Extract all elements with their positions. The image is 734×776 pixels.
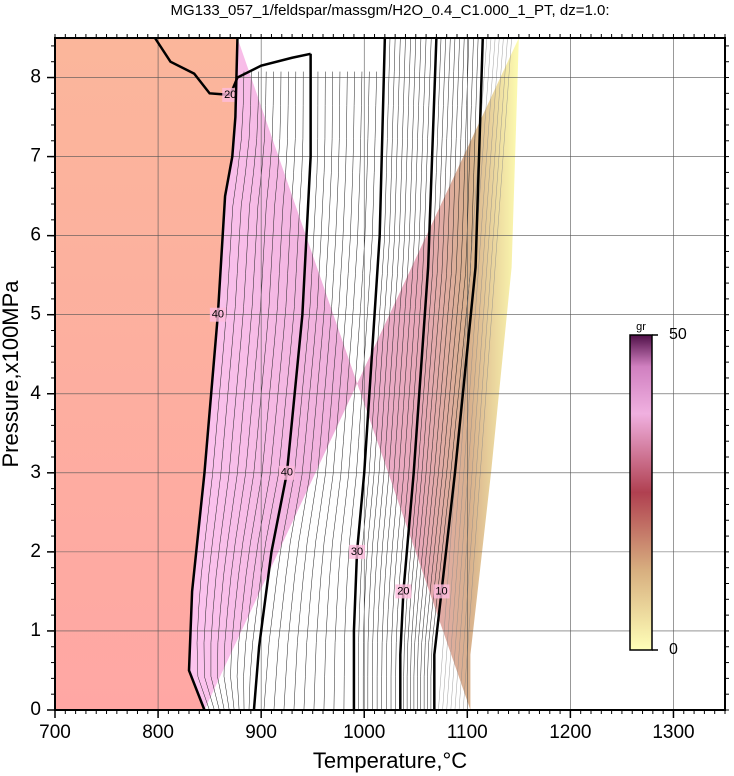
x-tick-label: 1300 — [652, 722, 694, 743]
thin-contour — [230, 71, 282, 711]
thin-contour — [442, 37, 492, 711]
fill-region — [55, 38, 238, 710]
y-tick-label: 7 — [30, 146, 41, 167]
y-tick-label: 2 — [30, 541, 41, 562]
contour-label: 20 — [397, 585, 409, 597]
thin-contour — [390, 37, 427, 710]
x-tick-label: 800 — [142, 722, 174, 743]
contour-label-bg — [278, 465, 295, 480]
thin-contour — [333, 71, 370, 711]
thin-contour — [196, 71, 245, 711]
contour-label-bg — [349, 544, 366, 559]
contour-line — [399, 37, 438, 710]
thin-contour — [423, 37, 470, 710]
thin-contour — [323, 71, 363, 711]
thin-contour — [263, 71, 319, 711]
contour-label: 30 — [351, 546, 363, 558]
x-tick-label: 1100 — [447, 722, 488, 743]
contour-line — [352, 37, 387, 710]
thin-contour — [454, 37, 504, 711]
thin-contour — [203, 71, 252, 711]
thin-contour — [381, 37, 417, 710]
y-tick-label: 5 — [30, 304, 41, 325]
thin-contour — [446, 37, 496, 711]
thin-contour — [243, 71, 297, 711]
y-tick-label: 1 — [30, 620, 41, 641]
contour-label-bg — [209, 307, 226, 322]
contour-label: 40 — [212, 309, 224, 321]
thin-contour — [236, 71, 289, 711]
thin-contour — [283, 71, 333, 711]
plot-area: 20 40 40 30 20 10 — [54, 37, 725, 711]
x-tick-label: 1200 — [549, 722, 591, 743]
thin-contour — [413, 37, 456, 710]
thin-contour — [376, 37, 411, 710]
thin-contour — [358, 37, 391, 710]
thin-contour — [462, 37, 512, 711]
thin-contour — [248, 71, 304, 711]
contour-label-bg — [222, 87, 239, 102]
thin-contour — [427, 37, 474, 710]
thin-contour — [273, 71, 326, 711]
plot-frame — [54, 37, 726, 711]
y-tick-label: 3 — [30, 462, 41, 483]
colorbar-tick-label: 50 — [669, 326, 687, 343]
thin-contour — [293, 71, 341, 711]
thin-contour — [303, 71, 348, 711]
chart-title: MG133_057_1/feldspar/massgm/H2O_0.4_C1.0… — [170, 2, 609, 19]
y-tick-label: 8 — [30, 67, 41, 88]
y-tick-label: 0 — [30, 699, 41, 720]
contour-label-bg — [395, 584, 412, 599]
thin-contour — [372, 37, 406, 710]
colorbar — [629, 334, 653, 651]
contour-label: 10 — [435, 585, 447, 597]
y-axis-label: Pressure,x100MPa — [0, 280, 23, 468]
thin-contour — [367, 37, 401, 710]
x-axis-label: Temperature,°C — [313, 748, 467, 773]
contour-label-bg — [433, 584, 450, 599]
thin-contour — [223, 71, 274, 711]
contour-line — [433, 37, 485, 710]
thin-contour — [362, 37, 396, 710]
thin-contour — [386, 37, 422, 710]
thin-contour — [410, 37, 451, 710]
thin-contour — [343, 71, 377, 711]
thin-contour — [420, 37, 465, 710]
thin-contour — [313, 71, 355, 711]
colorbar-label: gr — [636, 321, 646, 333]
contour-label: 20 — [224, 89, 236, 101]
colorbar-tick-label: 0 — [669, 641, 678, 658]
thin-contour — [450, 37, 500, 711]
x-tick-label: 900 — [245, 722, 277, 743]
x-tick-label: 1000 — [343, 722, 385, 743]
y-tick-label: 4 — [30, 383, 41, 404]
thin-contour — [210, 71, 260, 711]
thin-contour — [417, 37, 460, 710]
y-tick-label: 6 — [30, 225, 41, 246]
fill-region — [189, 38, 519, 710]
contour-label: 40 — [281, 467, 293, 479]
x-tick-label: 700 — [39, 722, 71, 743]
